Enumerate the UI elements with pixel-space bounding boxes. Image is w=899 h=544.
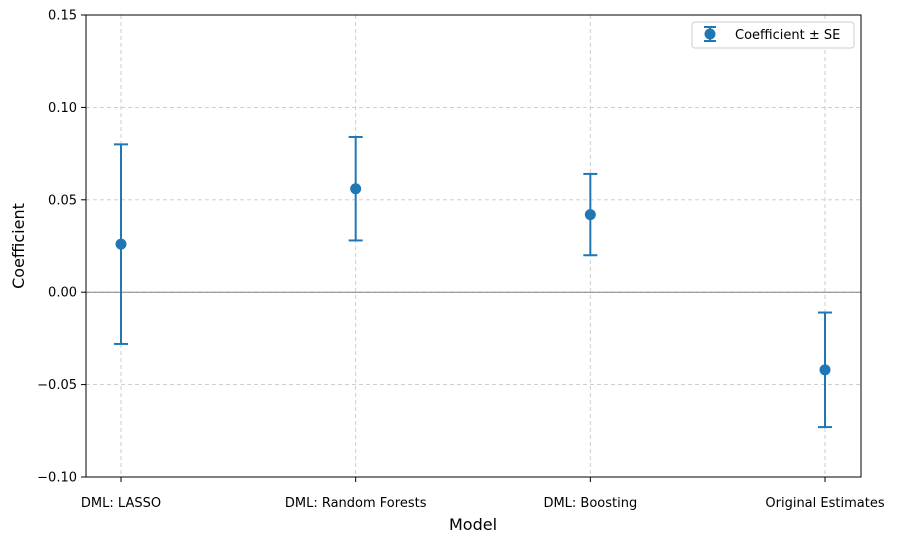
errorbar-2 [583, 172, 598, 257]
legend-label: Coefficient ± SE [735, 28, 840, 43]
errorbar-3 [818, 311, 832, 429]
legend-errorbar-symbol [704, 26, 716, 42]
data-point-1 [350, 183, 362, 195]
plot-background [86, 15, 861, 477]
legend-marker [704, 28, 716, 40]
plot-frame [85, 14, 862, 478]
data-point-2 [584, 209, 596, 221]
x-tick-label-2: DML: Boosting [543, 496, 637, 511]
x-axis-ticks: DML: LASSO DML: Random Forests DML: Boosti… [81, 477, 885, 511]
x-tick-label-1: DML: Random Forests [285, 496, 427, 511]
y-tick-label-3: 0.05 [48, 193, 77, 208]
y-tick-label-2: 0.00 [48, 286, 77, 301]
legend: Coefficient ± SE [691, 21, 855, 49]
y-tick-label-5: 0.15 [48, 9, 77, 24]
errorbar-0 [114, 143, 128, 345]
x-axis-label: Model [449, 515, 497, 534]
x-tick-label-3: Original Estimates [765, 496, 884, 511]
data-point-3 [819, 364, 831, 376]
y-tick-label-0: −0.10 [37, 471, 77, 486]
data-point-0 [115, 238, 127, 250]
y-tick-label-1: −0.05 [37, 378, 77, 393]
errorbar-1 [348, 135, 363, 242]
x-tick-label-0: DML: LASSO [81, 496, 161, 511]
legend-box [691, 21, 855, 49]
y-axis-label: Coefficient [9, 203, 28, 289]
error-bars [114, 135, 832, 429]
y-axis-ticks: −0.10 −0.05 0.00 0.05 0.10 0.15 [37, 9, 86, 486]
y-tick-label-4: 0.10 [48, 101, 77, 116]
